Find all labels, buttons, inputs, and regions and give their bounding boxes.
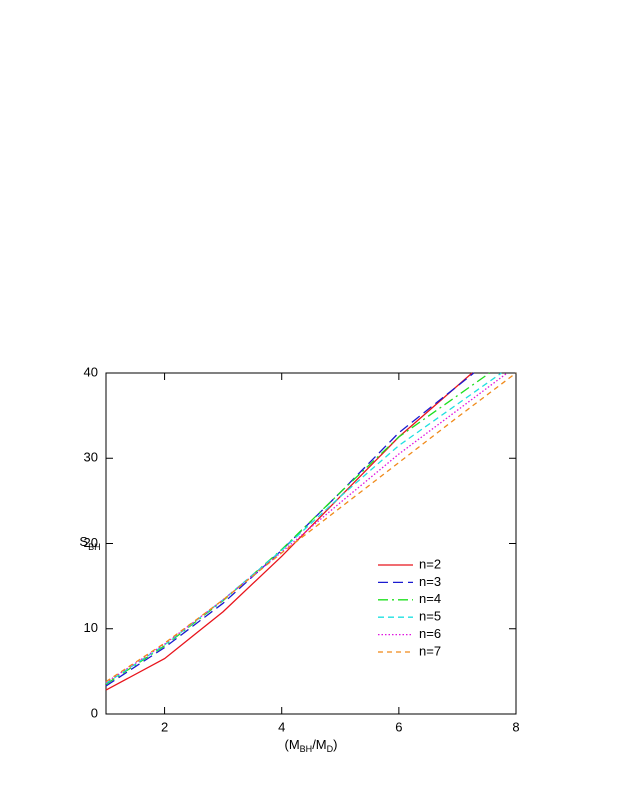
x-tick-label: 2 [161, 719, 168, 734]
x-label-part: /M [312, 737, 326, 752]
x-tick-label: 6 [395, 719, 402, 734]
x-tick-label: 8 [512, 719, 519, 734]
legend-label: n=5 [419, 609, 441, 624]
legend-label: n=4 [419, 591, 441, 606]
y-tick-label: 40 [84, 364, 98, 379]
y-axis-label: SBH [79, 534, 100, 552]
x-tick-label: 4 [278, 719, 285, 734]
legend-label: n=3 [419, 574, 441, 589]
series-line [105, 372, 508, 684]
x-axis-label: (MBH/MD) [285, 737, 338, 754]
y-label-sub: BH [88, 542, 101, 552]
legend-label: n=7 [419, 643, 441, 658]
y-tick-label: 30 [84, 450, 98, 465]
y-tick-label: 10 [84, 620, 98, 635]
x-label-sub: BH [300, 744, 313, 754]
y-tick-label: 0 [91, 705, 98, 720]
series-line [105, 372, 473, 691]
series-line [105, 372, 517, 683]
y-label-main: S [79, 534, 88, 549]
legend-label: n=6 [419, 626, 441, 641]
y-tick-label: 20 [84, 535, 98, 550]
legend-label: n=2 [419, 556, 441, 571]
x-label-sub: D [327, 744, 334, 754]
x-label-part: (M [285, 737, 300, 752]
series-line [105, 372, 502, 684]
x-label-part: ) [333, 737, 337, 752]
plot-frame [105, 372, 517, 715]
